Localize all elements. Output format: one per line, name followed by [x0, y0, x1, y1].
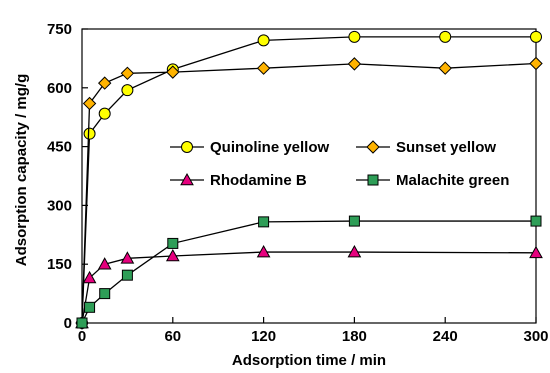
data-point [347, 57, 362, 71]
x-tick-label: 240 [433, 328, 458, 345]
data-point [530, 215, 542, 227]
data-point [97, 257, 112, 270]
series-malachite-green [76, 215, 542, 329]
data-point [82, 96, 97, 111]
data-point [76, 317, 88, 329]
data-point [439, 30, 452, 43]
data-point [257, 34, 270, 47]
legend-label: Rhodamine B [210, 172, 307, 189]
x-tick-label: 120 [251, 328, 276, 345]
series-layer [75, 30, 543, 330]
data-point [97, 76, 112, 90]
legend-label: Quinoline yellow [210, 139, 330, 156]
series-sunset-yellow [75, 56, 543, 330]
data-point [121, 84, 134, 97]
data-point [84, 301, 96, 313]
axes [81, 28, 537, 324]
data-point [166, 65, 180, 79]
legend-entry: Sunset yellow [356, 139, 496, 156]
data-point [348, 215, 360, 227]
y-tick-label: 450 [47, 139, 72, 156]
plot-frame [81, 28, 537, 324]
x-tick-label: 180 [342, 328, 367, 345]
data-point [120, 66, 135, 81]
data-point [258, 216, 270, 228]
legend: Quinoline yellow Sunset yellow Rhodamine B… [170, 139, 509, 189]
data-point [83, 127, 96, 140]
legend-entry: Malachite green [356, 172, 509, 189]
x-tick-label: 60 [164, 328, 181, 345]
series-line [81, 220, 536, 324]
legend-label: Malachite green [396, 172, 509, 189]
y-tick-label: 600 [47, 80, 72, 97]
y-tick-label: 750 [47, 21, 72, 38]
legend-label: Sunset yellow [396, 139, 496, 156]
y-tick-label: 300 [47, 197, 72, 214]
data-point [167, 237, 179, 249]
y-axis-title: Adsorption capacity / mg/g [13, 74, 30, 267]
data-point [530, 30, 542, 43]
legend-marker [181, 141, 193, 153]
series-rhodamine-b [75, 245, 543, 329]
ticks: 0 60 120 180 240 300 0 150 300 450 600 750 [47, 21, 549, 345]
data-point [348, 30, 361, 43]
data-point [99, 288, 111, 300]
legend-marker [366, 140, 380, 154]
series-line [81, 251, 537, 324]
legend-marker [180, 172, 194, 186]
data-point [98, 107, 111, 120]
data-point [82, 270, 97, 284]
data-point [347, 245, 362, 258]
x-tick-label: 0 [78, 328, 86, 345]
data-point [165, 248, 180, 262]
data-point [120, 251, 135, 264]
x-tick-label: 300 [523, 328, 548, 345]
data-point [121, 269, 133, 281]
legend-marker [367, 174, 379, 186]
data-point [438, 61, 452, 75]
data-point [256, 61, 271, 75]
x-axis-title: Adsorption time / min [232, 352, 386, 369]
data-point [529, 56, 543, 71]
data-point [529, 245, 543, 259]
legend-entry: Quinoline yellow [170, 139, 330, 156]
data-point [256, 245, 271, 258]
legend-entry: Rhodamine B [170, 172, 307, 189]
series-line [81, 62, 537, 324]
y-tick-label: 150 [47, 256, 72, 273]
y-tick-label: 0 [64, 315, 72, 332]
